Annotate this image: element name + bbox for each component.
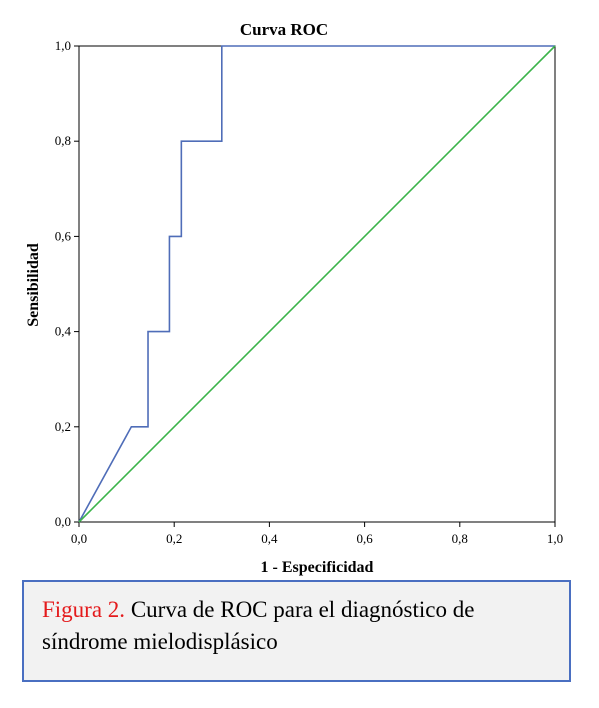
reference-diagonal-line [78, 45, 556, 523]
y-tick-label: 0,8 [55, 133, 71, 148]
x-tick-label: 1,0 [547, 531, 563, 546]
y-tick-label: 1,0 [55, 38, 71, 53]
y-tick-label: 0,6 [55, 228, 72, 243]
x-tick-label: 0,0 [71, 531, 87, 546]
x-tick-label: 0,6 [356, 531, 373, 546]
roc-curve-line [78, 45, 555, 523]
y-tick-label: 0,4 [55, 324, 72, 339]
y-tick-label: 0,2 [55, 419, 71, 434]
caption-text: Curva de ROC para el diagnóstico de sínd… [42, 597, 475, 654]
series-group [78, 45, 556, 523]
roc-chart: Curva ROC Sensibilidad 1 - Especificidad… [25, 20, 563, 576]
figure-caption: Figura 2. Curva de ROC para el diagnósti… [22, 580, 571, 682]
y-tick-label: 0,0 [55, 514, 71, 529]
x-tick-label: 0,8 [452, 531, 468, 546]
x-axis-label: 1 - Especificidad [261, 559, 374, 576]
x-tick-label: 0,2 [166, 531, 182, 546]
y-axis-label: Sensibilidad [25, 243, 42, 327]
caption-label: Figura 2. [42, 597, 126, 622]
chart-title: Curva ROC [240, 20, 328, 39]
axis-ticks: 0,0 0,2 0,4 0,6 0,8 1,0 0,0 0,2 0,4 0,6 0,8 1,0 [55, 38, 563, 546]
x-tick-label: 0,4 [261, 531, 278, 546]
